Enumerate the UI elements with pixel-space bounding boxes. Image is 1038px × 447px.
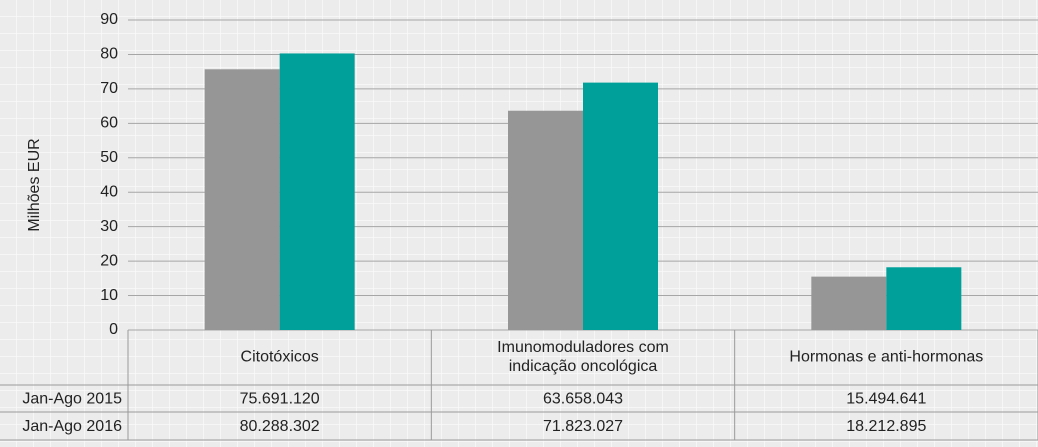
- category-label: Citotóxicos: [241, 349, 319, 366]
- legend-label: Jan-Ago 2015: [22, 391, 122, 408]
- bar: [811, 276, 887, 330]
- bar: [279, 53, 355, 330]
- table-value: 15.494.641: [846, 391, 926, 408]
- y-tick-label: 60: [100, 115, 118, 132]
- table-value: 75.691.120: [240, 391, 320, 408]
- legend-label: Jan-Ago 2016: [22, 418, 122, 435]
- table-value: 18.212.895: [846, 418, 926, 435]
- y-tick-label: 30: [100, 218, 118, 235]
- y-tick-label: 40: [100, 183, 118, 200]
- y-tick-label: 10: [100, 287, 118, 304]
- category-label: Imunomoduladores com indicação oncológica: [497, 339, 669, 375]
- y-tick-label: 70: [100, 80, 118, 97]
- bar: [886, 267, 962, 330]
- bar: [583, 82, 658, 330]
- table-value: 80.288.302: [240, 418, 320, 435]
- bar: [508, 110, 583, 331]
- y-axis-label: Milhões EUR: [26, 138, 43, 231]
- y-tick-label: 80: [100, 46, 118, 63]
- y-tick-label: 50: [100, 149, 118, 166]
- table-value: 63.658.043: [543, 391, 623, 408]
- y-tick-label: 90: [100, 11, 118, 28]
- y-tick-label: 0: [109, 321, 118, 338]
- y-tick-label: 20: [100, 252, 118, 269]
- bar: [204, 69, 280, 331]
- table-value: 71.823.027: [543, 418, 623, 435]
- category-label: Hormonas e anti-hormonas: [789, 349, 983, 366]
